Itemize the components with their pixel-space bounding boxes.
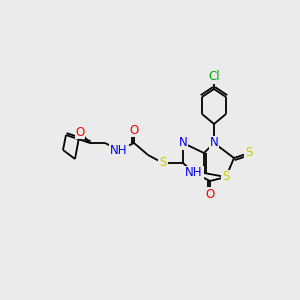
Text: N: N xyxy=(178,136,188,149)
Text: NH: NH xyxy=(110,143,128,157)
Text: NH: NH xyxy=(185,167,203,179)
Text: S: S xyxy=(159,157,167,169)
Text: O: O xyxy=(75,125,85,139)
Text: S: S xyxy=(222,170,230,184)
Text: Cl: Cl xyxy=(208,70,220,83)
Text: O: O xyxy=(129,124,139,136)
Text: N: N xyxy=(210,136,218,149)
Text: S: S xyxy=(245,146,253,160)
Text: O: O xyxy=(206,188,214,200)
